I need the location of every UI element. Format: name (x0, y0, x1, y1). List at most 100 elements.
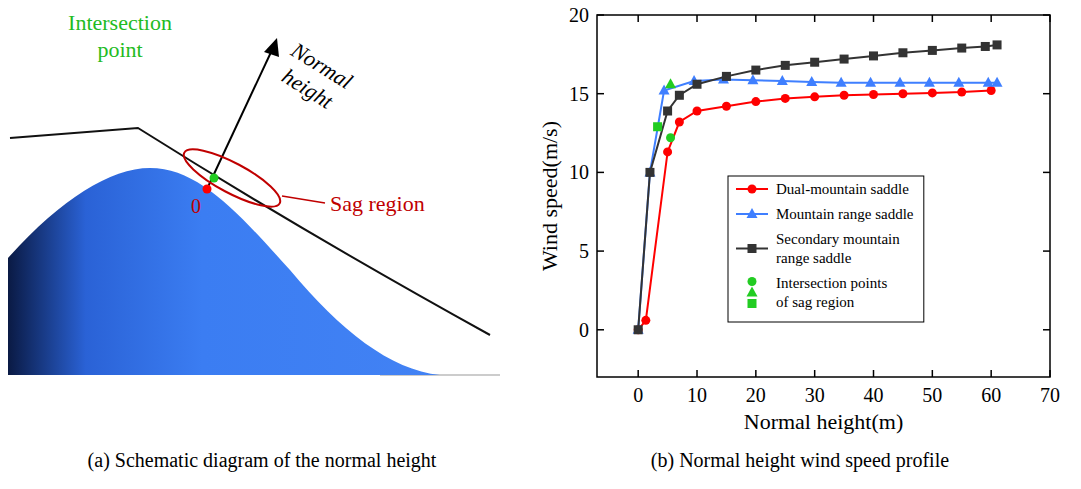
caption: (b) Normal height wind speed profile (651, 449, 949, 472)
legend-line-text: range saddle (776, 250, 852, 266)
point (634, 325, 643, 334)
legend-line-text: Secondary mountain (776, 231, 900, 247)
intersection-dot (210, 174, 219, 183)
normal-arrow (207, 50, 272, 189)
label-line: height (278, 63, 339, 114)
figure: Intersectionpoint Normalheight Sag region 0… (0, 0, 1081, 489)
y-tick (597, 329, 604, 331)
point (840, 91, 849, 100)
legend-marker (748, 244, 757, 253)
point (810, 92, 819, 101)
sag-ellipse (177, 139, 286, 216)
x-tick (873, 370, 875, 377)
point (751, 97, 760, 106)
point (865, 77, 876, 87)
point (981, 42, 990, 51)
point (894, 77, 905, 87)
legend-box (728, 176, 924, 322)
legend-line-text: Intersection points (776, 275, 887, 291)
legend-marker (748, 299, 757, 308)
label-line: point (97, 37, 142, 62)
y-tick-label: 5 (579, 240, 589, 262)
point (987, 86, 996, 95)
chart: 01020304050607005101520Normal height(m)W… (537, 4, 1060, 472)
diagram: Intersectionpoint Normalheight Sag region 0… (8, 10, 500, 472)
x-tick-top (814, 15, 816, 22)
point (675, 91, 684, 100)
y-tick (597, 93, 604, 95)
intersection-point (653, 122, 662, 131)
y-tick-label: 15 (569, 83, 589, 105)
y-tick-label: 10 (569, 161, 589, 183)
point (781, 61, 790, 70)
y-tick-label: 20 (569, 4, 589, 26)
arrow-head (264, 38, 279, 57)
point (693, 107, 702, 116)
x-tick-label: 40 (864, 384, 884, 406)
x-tick-label: 60 (981, 384, 1001, 406)
point (634, 325, 643, 334)
x-tick-label: 70 (1040, 384, 1060, 406)
y-axis-title: Wind speed(m/s) (537, 121, 562, 271)
point (722, 72, 731, 81)
conductor (10, 128, 490, 335)
y-tick-right (1043, 250, 1050, 252)
point (751, 66, 760, 75)
point (869, 51, 878, 60)
series-line (638, 80, 997, 330)
point (957, 44, 966, 53)
origin-dot (203, 185, 212, 194)
point (924, 77, 935, 87)
point (777, 75, 788, 85)
intersection-label: Intersectionpoint (68, 10, 172, 62)
point (840, 55, 849, 64)
origin-label: 0 (191, 195, 201, 217)
point (644, 166, 655, 176)
point (641, 316, 650, 325)
plot-frame (597, 15, 1050, 377)
x-tick-top (932, 15, 934, 22)
x-tick (637, 370, 639, 377)
x-tick (696, 370, 698, 377)
legend: Dual-mountain saddleMountain range saddl… (728, 176, 924, 322)
x-tick-label: 30 (805, 384, 825, 406)
legend-marker (748, 277, 757, 286)
point (898, 89, 907, 98)
legend-line-text: of sag region (776, 294, 855, 310)
normal-height-label: Normalheight (272, 37, 357, 117)
x-tick-label: 10 (687, 384, 707, 406)
legend-marker (748, 185, 757, 194)
legend-marker (747, 208, 758, 218)
legend-label: Secondary mountain range saddle (776, 231, 900, 266)
series-line (638, 91, 991, 330)
point (663, 147, 672, 156)
series-line (638, 45, 997, 330)
data-area (633, 40, 1003, 334)
point (693, 80, 702, 89)
x-tick (990, 370, 992, 377)
y-tick-right (1043, 172, 1050, 174)
y-tick-right (1043, 93, 1050, 95)
x-tick-top (873, 15, 875, 22)
x-tick (814, 370, 816, 377)
point (781, 94, 790, 103)
sag-leader (282, 196, 325, 203)
intersection-point (665, 78, 676, 88)
point (675, 118, 684, 127)
sag-label: Sag region (330, 191, 425, 216)
point (633, 324, 644, 334)
point (983, 77, 994, 87)
point (898, 48, 907, 57)
point (957, 88, 966, 97)
x-axis-title: Normal height(m) (744, 409, 903, 434)
point (645, 168, 654, 177)
y-tick (597, 172, 604, 174)
point (869, 90, 878, 99)
point (810, 58, 819, 67)
point (928, 88, 937, 97)
caption: (a) Schematic diagram of the normal heig… (88, 449, 437, 472)
point (992, 77, 1003, 87)
legend-marker (747, 287, 758, 297)
legend-line-text: Mountain range saddle (776, 206, 914, 222)
y-tick (597, 250, 604, 252)
